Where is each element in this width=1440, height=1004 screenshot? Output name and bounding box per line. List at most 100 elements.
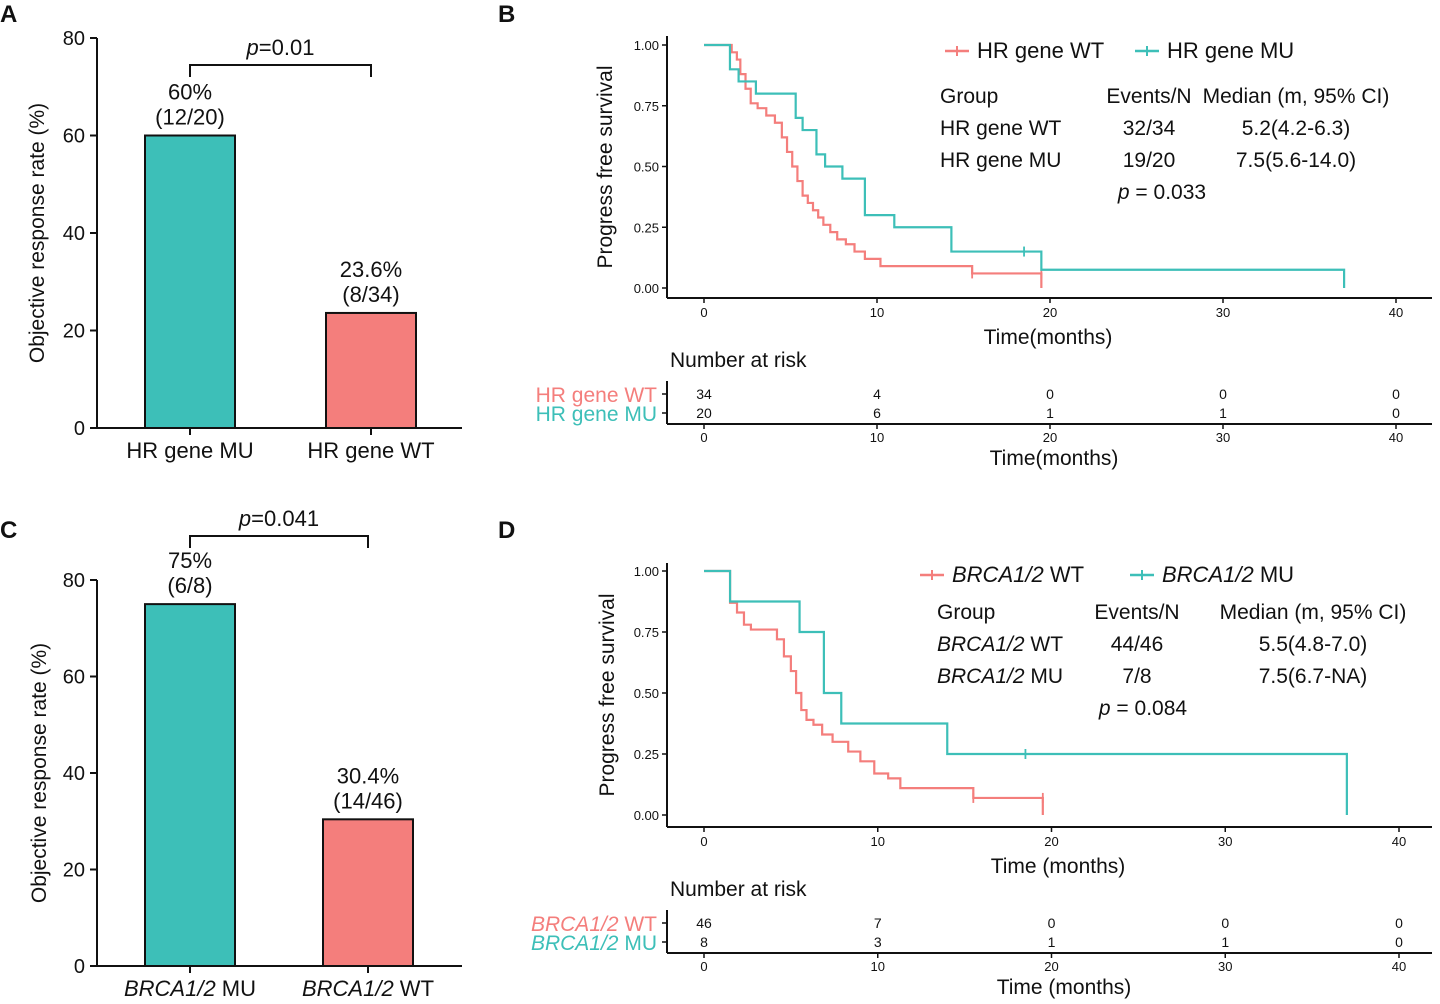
risk-count: 1 bbox=[1221, 934, 1229, 950]
risk-x-tick-label: 40 bbox=[1389, 430, 1403, 445]
risk-x-axis-label: Time(months) bbox=[990, 447, 1119, 470]
risk-count: 34 bbox=[696, 386, 712, 402]
risk-count: 0 bbox=[1395, 915, 1403, 931]
bar bbox=[325, 311, 417, 430]
significance-bracket bbox=[189, 64, 372, 77]
legend-label: HR gene WT bbox=[977, 38, 1104, 63]
km-x-tick-label: 0 bbox=[700, 834, 707, 849]
km-x-tick-label: 0 bbox=[700, 305, 707, 320]
km-y-tick-label: 1.00 bbox=[634, 38, 659, 53]
km-y-tick-label: 0.50 bbox=[634, 160, 659, 175]
km-x-tick-label: 10 bbox=[870, 305, 884, 320]
risk-count: 0 bbox=[1395, 934, 1403, 950]
km-y-axis-label: Progress free survival bbox=[594, 65, 617, 268]
risk-row-label: BRCA1/2 WT bbox=[531, 913, 657, 936]
risk-x-tick-label: 20 bbox=[1043, 430, 1057, 445]
km-x-tick-label: 40 bbox=[1389, 305, 1403, 320]
risk-count: 0 bbox=[1046, 386, 1054, 402]
km-y-tick-label: 0.25 bbox=[634, 220, 659, 235]
risk-count: 1 bbox=[1046, 405, 1054, 421]
risk-table-title: Number at risk bbox=[670, 349, 807, 372]
risk-row-label: HR gene WT bbox=[536, 384, 658, 407]
km-y-tick-label: 0.50 bbox=[634, 686, 659, 701]
km-y-axis-label: Progress free survival bbox=[596, 593, 619, 796]
bar-percent-label: 23.6% bbox=[340, 257, 402, 282]
stats-row-group: HR gene MU bbox=[940, 149, 1061, 172]
stats-row-median: 7.5(5.6-14.0) bbox=[1236, 149, 1356, 172]
km-curve bbox=[704, 569, 1044, 815]
x-category-label: BRCA1/2 WT bbox=[302, 976, 434, 1001]
risk-count: 0 bbox=[1048, 915, 1056, 931]
risk-x-tick-label: 0 bbox=[700, 959, 707, 974]
stats-row-group: BRCA1/2 WT bbox=[937, 633, 1063, 656]
significance-bracket bbox=[189, 535, 369, 548]
risk-count: 0 bbox=[1221, 915, 1229, 931]
risk-count: 8 bbox=[700, 934, 708, 950]
km-y-tick-label: 0.00 bbox=[634, 808, 659, 823]
bar bbox=[144, 134, 236, 429]
km-curve bbox=[704, 569, 1348, 815]
y-tick-label: 40 bbox=[63, 223, 85, 245]
bar-percent-label: 75% bbox=[168, 548, 212, 573]
y-tick-label: 20 bbox=[63, 321, 85, 343]
stats-header-group: Group bbox=[937, 601, 995, 624]
x-category-label: BRCA1/2 MU bbox=[124, 976, 256, 1001]
y-tick-label: 80 bbox=[63, 570, 85, 592]
stats-header-events: Events/N bbox=[1106, 85, 1191, 108]
stats-header-group: Group bbox=[940, 85, 998, 108]
km-x-tick-label: 10 bbox=[871, 834, 885, 849]
bar-count-label: (14/46) bbox=[333, 788, 403, 813]
risk-count: 7 bbox=[874, 915, 882, 931]
panel-label: D bbox=[498, 517, 515, 544]
km-y-tick-label: 0.75 bbox=[634, 99, 659, 114]
y-tick-label: 0 bbox=[74, 418, 85, 440]
km-panel-B: B0.000.250.500.751.000 10 20 30 40Time(month… bbox=[498, 1, 1432, 470]
risk-x-tick-label: 30 bbox=[1216, 430, 1230, 445]
bar bbox=[144, 603, 236, 967]
stats-row-events: 44/46 bbox=[1111, 633, 1164, 656]
risk-row-label: HR gene MU bbox=[536, 403, 657, 426]
stats-row-events: 32/34 bbox=[1123, 117, 1176, 140]
x-category-label: HR gene MU bbox=[126, 438, 253, 463]
risk-x-axis-label: Time (months) bbox=[997, 976, 1132, 999]
bar-panel-C: C 0 20 40 60 80 Objective response rate (%) BRC… bbox=[0, 506, 462, 1001]
panel-label: C bbox=[0, 517, 17, 544]
stats-header-median: Median (m, 95% CI) bbox=[1203, 85, 1390, 108]
km-x-tick-label: 20 bbox=[1044, 834, 1058, 849]
p-value-label: p=0.041 bbox=[238, 506, 319, 531]
km-curve bbox=[704, 43, 1346, 288]
km-p-value: p = 0.033 bbox=[1117, 181, 1206, 204]
risk-x-tick-label: 30 bbox=[1218, 959, 1232, 974]
stats-row-median: 7.5(6.7-NA) bbox=[1259, 665, 1368, 688]
risk-count: 46 bbox=[696, 915, 712, 931]
stats-header-events: Events/N bbox=[1094, 601, 1179, 624]
risk-count: 1 bbox=[1048, 934, 1056, 950]
bar-percent-label: 30.4% bbox=[337, 763, 399, 788]
stats-row-events: 7/8 bbox=[1122, 665, 1151, 688]
km-x-tick-label: 20 bbox=[1043, 305, 1057, 320]
risk-x-tick-label: 40 bbox=[1392, 959, 1406, 974]
risk-count: 0 bbox=[1392, 386, 1400, 402]
risk-count: 1 bbox=[1219, 405, 1227, 421]
km-curve bbox=[704, 43, 1043, 288]
km-x-axis-label: Time (months) bbox=[991, 855, 1126, 878]
y-tick-label: 60 bbox=[63, 126, 85, 148]
bar-count-label: (12/20) bbox=[155, 105, 225, 130]
risk-count: 3 bbox=[874, 934, 882, 950]
km-y-tick-label: 0.25 bbox=[634, 747, 659, 762]
km-y-tick-label: 0.75 bbox=[634, 625, 659, 640]
risk-x-tick-label: 20 bbox=[1044, 959, 1058, 974]
risk-count: 0 bbox=[1392, 405, 1400, 421]
legend-label: BRCA1/2 MU bbox=[1162, 562, 1294, 587]
risk-table-title: Number at risk bbox=[670, 878, 807, 901]
y-tick-label: 0 bbox=[74, 956, 85, 978]
km-p-value: p = 0.084 bbox=[1098, 697, 1187, 720]
km-x-tick-label: 40 bbox=[1392, 834, 1406, 849]
risk-count: 6 bbox=[873, 405, 881, 421]
y-tick-label: 80 bbox=[63, 28, 85, 50]
stats-row-group: HR gene WT bbox=[940, 117, 1062, 140]
km-y-tick-label: 0.00 bbox=[634, 281, 659, 296]
risk-count: 0 bbox=[1219, 386, 1227, 402]
